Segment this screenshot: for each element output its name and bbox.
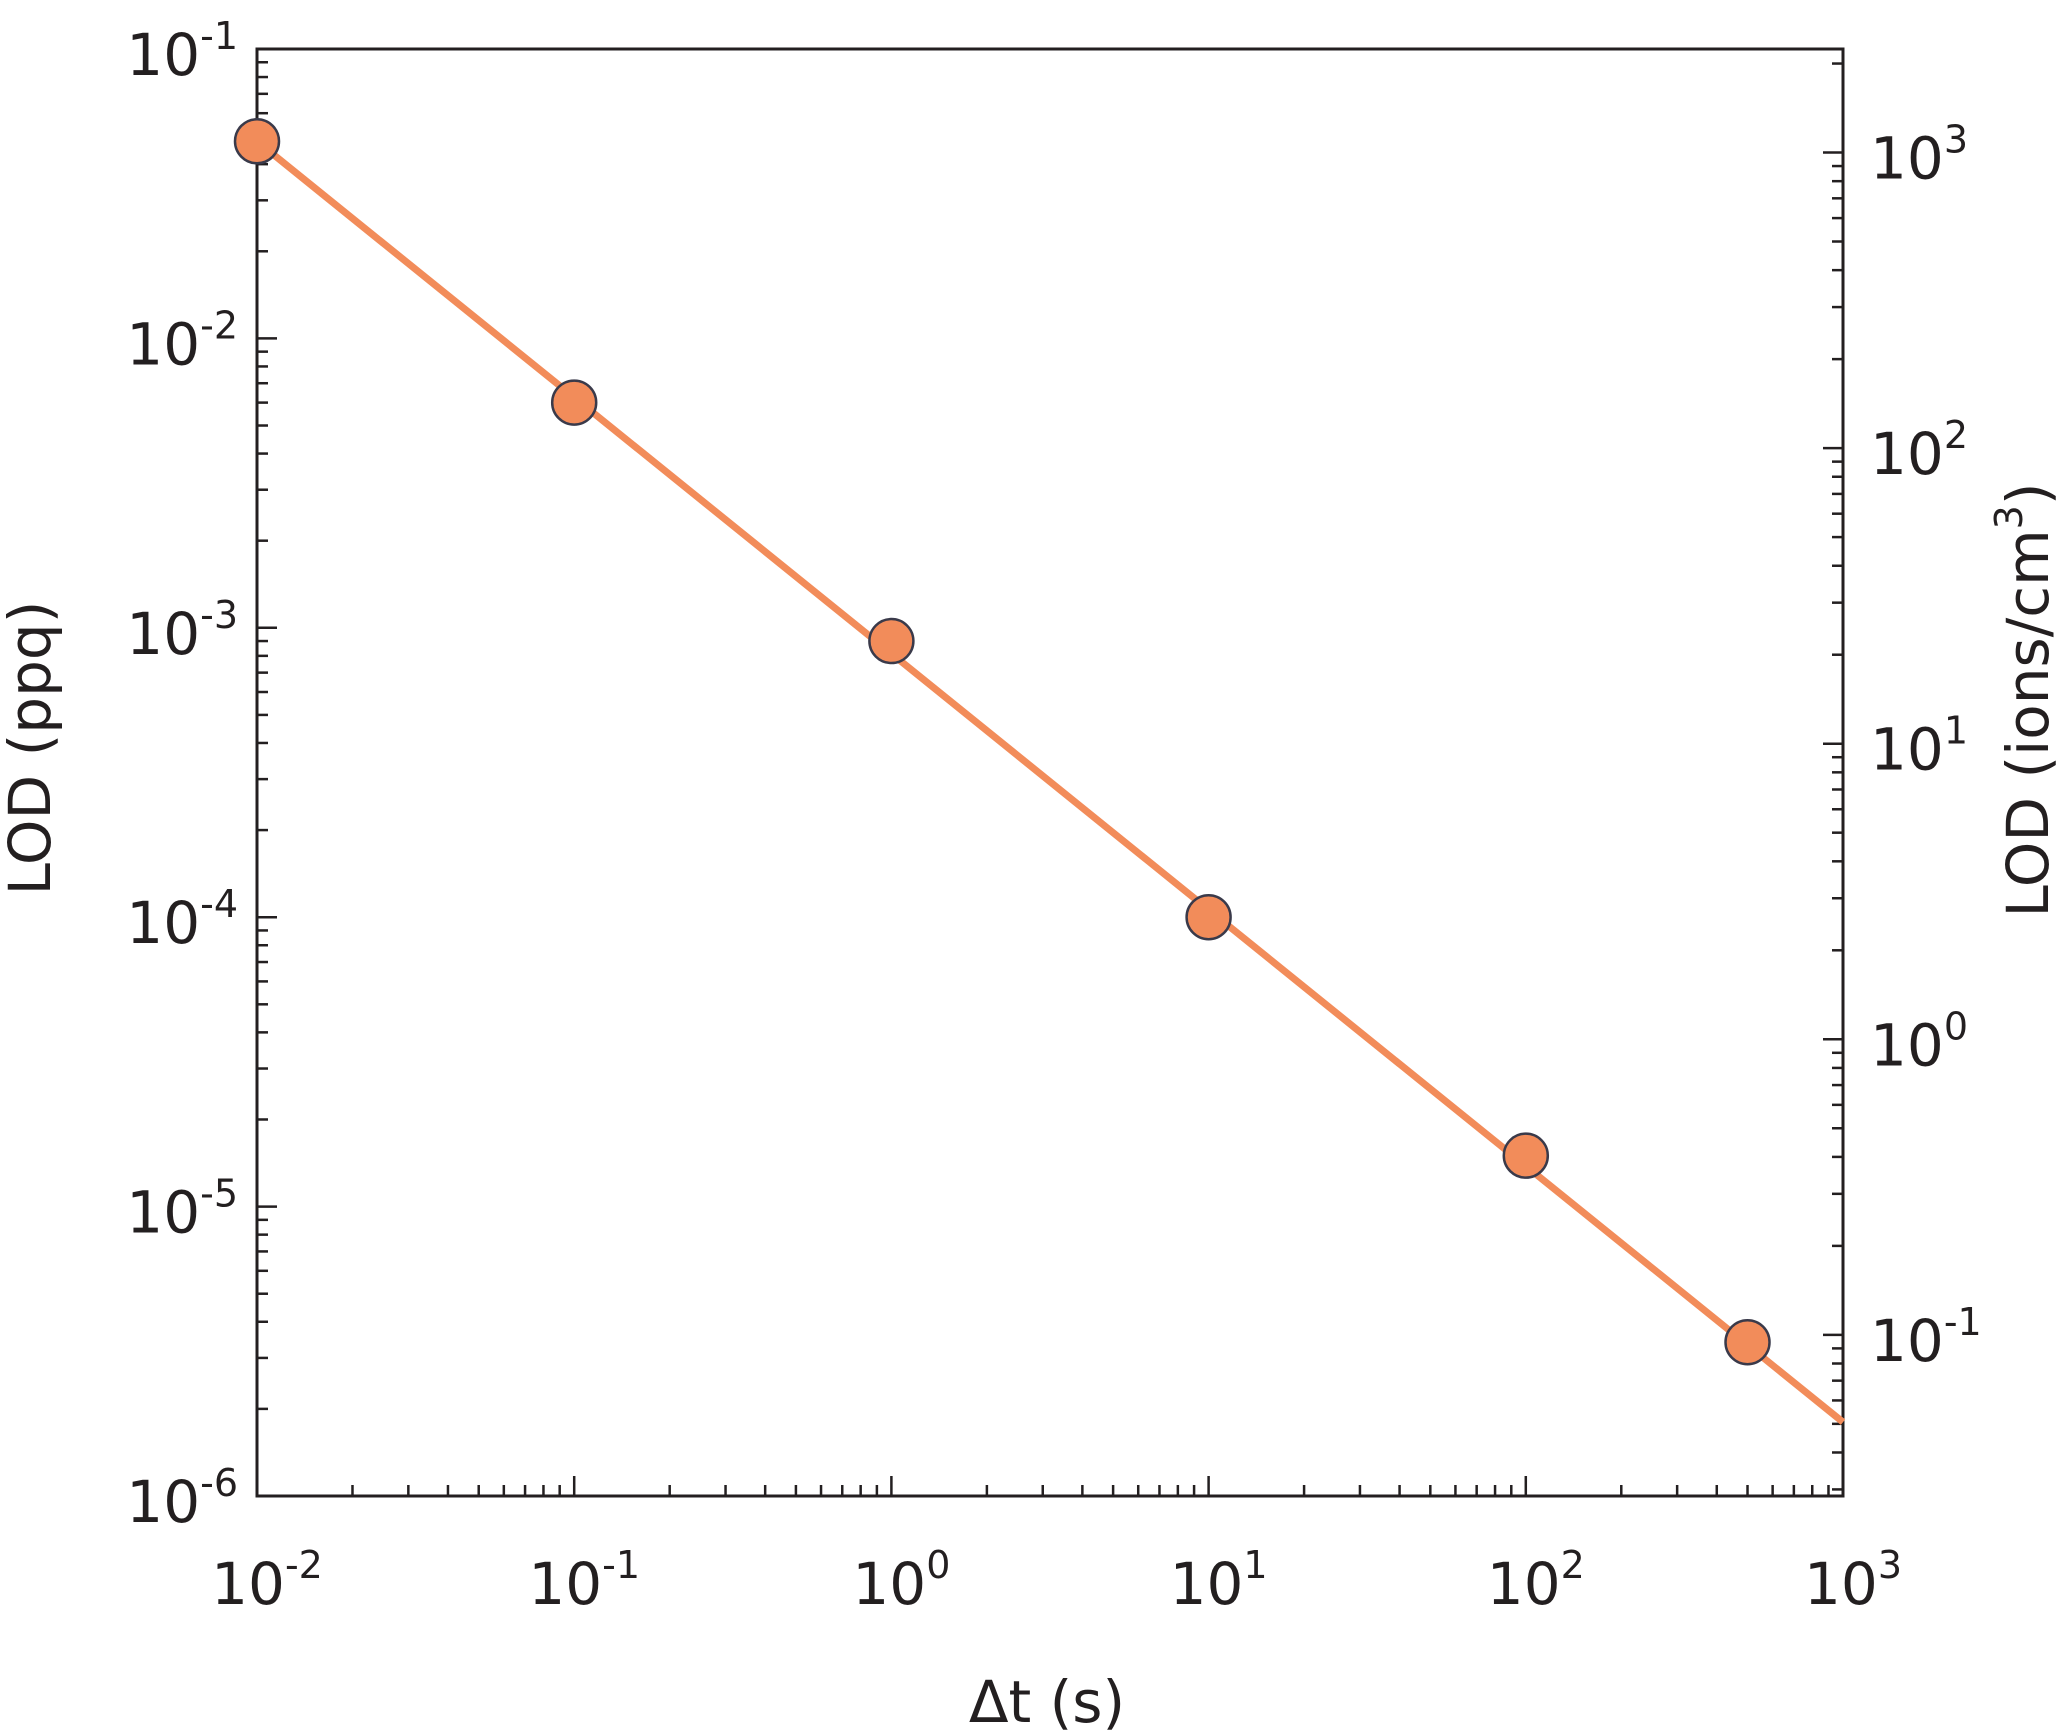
y2-tick-label: 103 xyxy=(1870,118,1968,193)
x-axis-title: Δt (s) xyxy=(969,1668,1125,1734)
y-tick-label-base: 10 xyxy=(126,1179,200,1247)
data-markers xyxy=(233,117,1771,1366)
x-tick-label: 103 xyxy=(1804,1543,1902,1618)
x-tick-label-base: 10 xyxy=(1804,1550,1878,1618)
y2-tick-label-base: 10 xyxy=(1870,1307,1944,1375)
x-tick-label-exponent: -2 xyxy=(285,1543,323,1587)
y-axis-title: LOD (ppq) xyxy=(0,601,64,896)
x-tick-labels: 10-2 10-1 100 101 102 103 xyxy=(211,1543,1902,1618)
y-tick-label-exponent: -1 xyxy=(200,14,238,58)
y2-tick-label-base: 10 xyxy=(1870,420,1944,488)
fit-line xyxy=(254,138,1846,1425)
data-point xyxy=(1185,893,1232,941)
x-tick-label-exponent: 1 xyxy=(1243,1543,1267,1587)
y-tick-label-exponent: -6 xyxy=(200,1461,238,1505)
y2-axis-title-sup: 3 xyxy=(1987,505,2031,529)
y-tick-label-base: 10 xyxy=(126,310,200,378)
y2-tick-label-exponent: 3 xyxy=(1944,118,1968,162)
y-tick-label: 10-1 xyxy=(126,14,238,89)
y2-tick-label-exponent: 1 xyxy=(1944,709,1968,753)
axis-ticks xyxy=(255,60,1843,1498)
y-tick-label-exponent: -5 xyxy=(200,1172,238,1216)
y-tick-labels: 10-610-510-410-310-210-1 xyxy=(126,14,238,1536)
y2-tick-label: 102 xyxy=(1870,413,1968,488)
x-tick-label: 100 xyxy=(852,1543,950,1618)
data-point xyxy=(868,617,915,665)
y2-tick-label-base: 10 xyxy=(1870,1011,1944,1079)
y-tick-label-base: 10 xyxy=(126,1468,200,1536)
y2-tick-label: 10-1 xyxy=(1870,1300,1982,1375)
x-tick-label-base: 10 xyxy=(852,1550,926,1618)
x-tick-label-base: 10 xyxy=(211,1550,285,1618)
y-tick-label: 10-5 xyxy=(126,1172,238,1247)
y-tick-label-base: 10 xyxy=(126,21,200,89)
y2-tick-label: 101 xyxy=(1870,709,1968,784)
y-tick-label: 10-6 xyxy=(126,1461,238,1536)
y2-tick-label-exponent: -1 xyxy=(1944,1300,1982,1344)
y2-tick-label-exponent: 2 xyxy=(1944,413,1968,457)
y-tick-label-base: 10 xyxy=(126,889,200,957)
y2-tick-label-base: 10 xyxy=(1870,125,1944,193)
x-tick-label: 10-1 xyxy=(528,1543,640,1618)
x-tick-label-exponent: 0 xyxy=(926,1543,950,1587)
data-point xyxy=(233,117,281,165)
x-tick-label-base: 10 xyxy=(1170,1550,1244,1618)
x-tick-label: 101 xyxy=(1170,1543,1268,1618)
x-tick-label-exponent: -1 xyxy=(602,1543,640,1587)
y-tick-label: 10-4 xyxy=(126,882,238,957)
x-tick-label: 10-2 xyxy=(211,1543,323,1618)
plot-frame xyxy=(255,47,1845,1498)
y-tick-label: 10-3 xyxy=(126,593,238,668)
x-tick-label: 102 xyxy=(1487,1543,1585,1618)
y-tick-label-exponent: -2 xyxy=(200,303,238,347)
y-tick-label-exponent: -4 xyxy=(200,882,238,926)
y-tick-label-exponent: -3 xyxy=(200,593,238,637)
data-point xyxy=(550,379,598,426)
y2-tick-label-base: 10 xyxy=(1870,716,1944,784)
data-point xyxy=(1502,1132,1550,1179)
x-tick-label-exponent: 2 xyxy=(1561,1543,1585,1587)
y2-axis-title-base: LOD (ions/cm xyxy=(1994,529,2062,917)
y2-tick-label: 100 xyxy=(1870,1004,1968,1079)
data-point xyxy=(1724,1318,1771,1366)
y2-axis-title: LOD (ions/cm3) xyxy=(1987,483,2062,918)
y2-axis-title-close: ) xyxy=(1994,483,2062,506)
y2-tick-label-exponent: 0 xyxy=(1944,1004,1968,1048)
y-tick-label-base: 10 xyxy=(126,600,200,668)
x-tick-label-base: 10 xyxy=(528,1550,602,1618)
x-tick-label-base: 10 xyxy=(1487,1550,1561,1618)
y-tick-label: 10-2 xyxy=(126,303,238,378)
x-tick-label-exponent: 3 xyxy=(1878,1543,1902,1587)
